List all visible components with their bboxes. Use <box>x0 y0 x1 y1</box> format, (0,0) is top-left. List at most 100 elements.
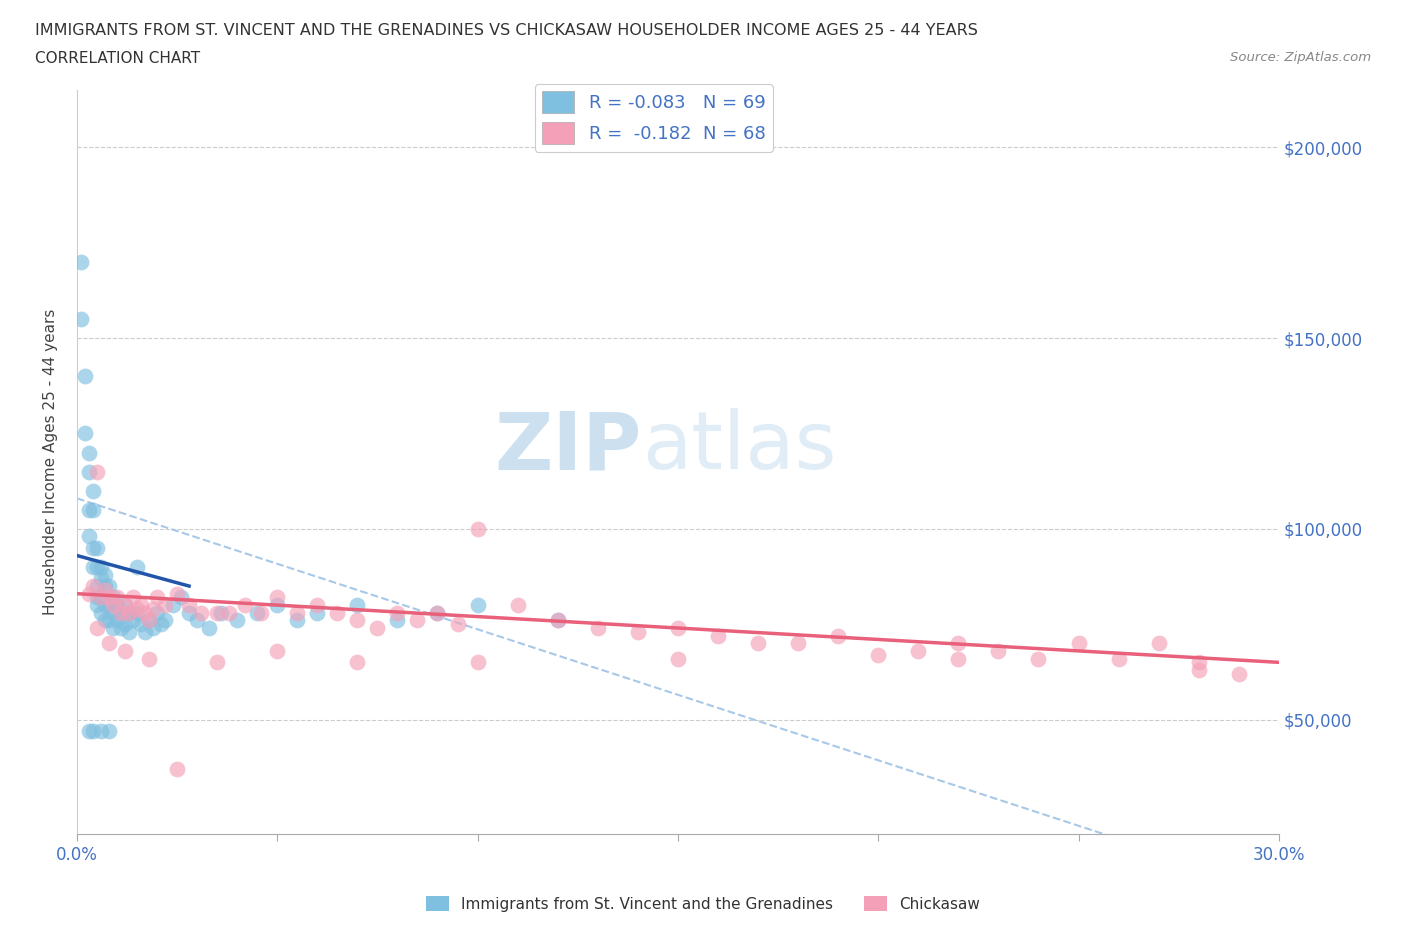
Point <box>627 624 650 639</box>
Point <box>129 617 152 631</box>
Point <box>266 590 288 604</box>
Point <box>86 598 108 613</box>
Point <box>153 598 176 613</box>
Point <box>118 624 141 639</box>
Point <box>987 644 1010 658</box>
Point <box>73 369 96 384</box>
Point <box>82 540 104 555</box>
Point <box>326 605 349 620</box>
Point <box>90 724 112 738</box>
Point <box>105 613 128 628</box>
Point <box>122 590 145 604</box>
Point <box>218 605 240 620</box>
Point <box>1028 651 1050 666</box>
Point <box>166 586 188 601</box>
Point <box>77 464 100 479</box>
Point <box>125 605 148 620</box>
Point <box>97 578 120 593</box>
Point <box>110 605 132 620</box>
Point <box>346 598 368 613</box>
Text: CORRELATION CHART: CORRELATION CHART <box>35 51 200 66</box>
Point <box>446 617 468 631</box>
Point <box>97 590 120 604</box>
Point <box>97 636 120 651</box>
Point <box>94 598 117 613</box>
Point <box>90 560 112 575</box>
Point <box>250 605 273 620</box>
Point <box>1188 662 1211 677</box>
Point <box>1188 655 1211 670</box>
Point <box>94 567 117 582</box>
Point <box>138 651 160 666</box>
Point <box>948 636 970 651</box>
Point <box>86 540 108 555</box>
Point <box>73 426 96 441</box>
Point <box>86 590 108 604</box>
Point <box>101 598 124 613</box>
Point <box>787 636 810 651</box>
Point <box>707 628 730 643</box>
Point <box>209 605 232 620</box>
Point <box>666 620 689 635</box>
Point <box>1108 651 1130 666</box>
Point <box>285 605 308 620</box>
Point <box>426 605 449 620</box>
Text: IMMIGRANTS FROM ST. VINCENT AND THE GRENADINES VS CHICKASAW HOUSEHOLDER INCOME A: IMMIGRANTS FROM ST. VINCENT AND THE GREN… <box>35 23 979 38</box>
Point <box>266 598 288 613</box>
Point <box>186 613 208 628</box>
Point <box>82 578 104 593</box>
Point <box>177 598 200 613</box>
Point <box>86 578 108 593</box>
Point <box>467 522 489 537</box>
Point <box>547 613 569 628</box>
Point <box>467 598 489 613</box>
Point <box>142 602 165 617</box>
Point <box>94 582 117 597</box>
Point <box>190 605 212 620</box>
Point <box>114 644 136 658</box>
Point <box>97 724 120 738</box>
Point <box>77 586 100 601</box>
Point <box>77 502 100 517</box>
Point <box>666 651 689 666</box>
Point <box>134 605 156 620</box>
Point <box>1067 636 1090 651</box>
Point <box>146 605 169 620</box>
Point <box>307 598 329 613</box>
Text: atlas: atlas <box>641 408 837 486</box>
Point <box>82 724 104 738</box>
Point <box>97 598 120 613</box>
Point <box>114 617 136 631</box>
Y-axis label: Householder Income Ages 25 - 44 years: Householder Income Ages 25 - 44 years <box>44 309 58 616</box>
Point <box>134 624 156 639</box>
Point <box>142 620 165 635</box>
Point <box>406 613 429 628</box>
Point <box>70 312 93 326</box>
Point <box>387 605 409 620</box>
Point <box>90 605 112 620</box>
Point <box>233 598 256 613</box>
Point <box>70 254 93 269</box>
Point <box>246 605 269 620</box>
Legend: Immigrants from St. Vincent and the Grenadines, Chickasaw: Immigrants from St. Vincent and the Gren… <box>420 889 986 918</box>
Point <box>105 598 128 613</box>
Point <box>86 560 108 575</box>
Point <box>101 590 124 604</box>
Point <box>153 613 176 628</box>
Point <box>162 598 184 613</box>
Point <box>138 613 160 628</box>
Point <box>166 762 188 777</box>
Point <box>90 590 112 604</box>
Point <box>285 613 308 628</box>
Point <box>547 613 569 628</box>
Point <box>205 605 228 620</box>
Point <box>266 644 288 658</box>
Point <box>86 620 108 635</box>
Point <box>105 590 128 604</box>
Point <box>586 620 609 635</box>
Point <box>307 605 329 620</box>
Point <box>150 617 173 631</box>
Point <box>226 613 249 628</box>
Point <box>82 502 104 517</box>
Point <box>506 598 529 613</box>
